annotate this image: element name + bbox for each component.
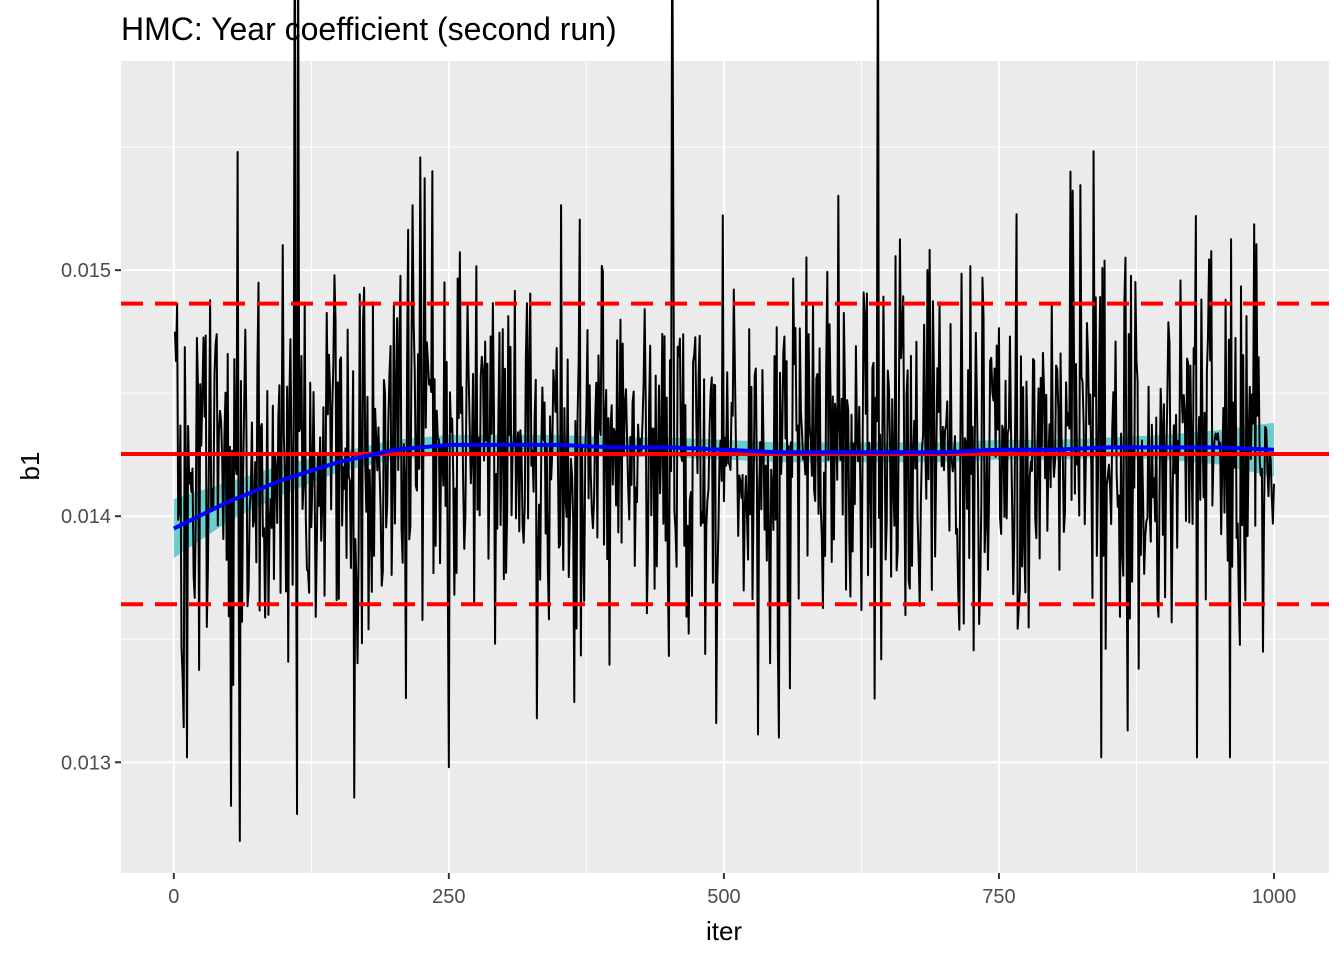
x-axis: 0 250 500 750 1000	[168, 873, 1296, 908]
x-tick-label: 250	[432, 886, 465, 908]
trace-line	[173, 0, 1275, 843]
y-tick-label: 0.014	[61, 506, 111, 528]
x-tick-label: 750	[982, 886, 1015, 908]
chart-title: HMC: Year coefficient (second run)	[121, 11, 617, 47]
y-tick-label: 0.013	[61, 752, 111, 774]
y-tick-label: 0.015	[61, 260, 111, 282]
reference-lines	[121, 301, 1329, 607]
x-tick-label: 0	[168, 886, 179, 908]
x-tick-label: 1000	[1252, 886, 1297, 908]
y-axis-title: b1	[15, 452, 45, 481]
x-tick-label: 500	[707, 886, 740, 908]
smooth-line	[172, 442, 1275, 531]
y-axis: 0.013 0.014 0.015	[61, 260, 121, 774]
x-axis-title: iter	[706, 916, 742, 946]
